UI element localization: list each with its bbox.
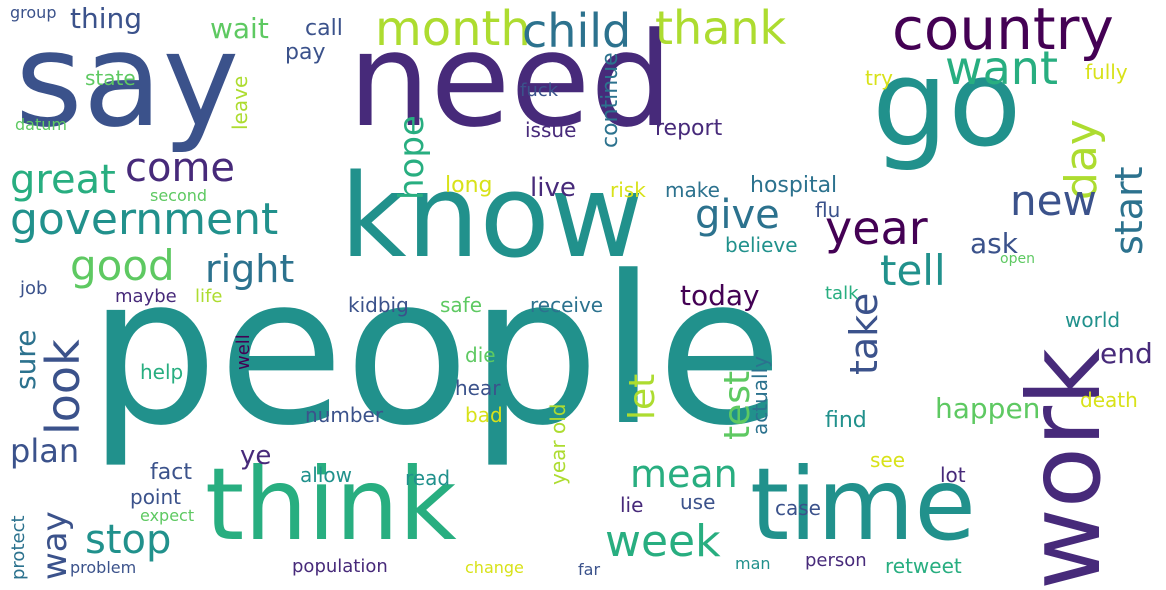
- word-fuck: fuck: [520, 80, 559, 101]
- word-long: long: [445, 173, 493, 198]
- word-kidbig: kidbig: [348, 293, 409, 317]
- word-thank: thank: [655, 1, 787, 55]
- word-case: case: [775, 496, 821, 520]
- word-need: need: [348, 4, 673, 156]
- word-happen: happen: [935, 392, 1041, 425]
- word-allow: allow: [300, 463, 352, 487]
- word-safe: safe: [440, 293, 483, 317]
- word-call: call: [305, 16, 343, 41]
- word-number: number: [305, 403, 384, 427]
- word-ask: ask: [970, 227, 1018, 260]
- word-group: group: [10, 3, 57, 22]
- word-way: way: [35, 511, 75, 580]
- word-die: die: [465, 343, 496, 367]
- word-believe: believe: [725, 233, 798, 257]
- word-lie: lie: [620, 493, 644, 517]
- word-fully: fully: [1085, 60, 1128, 84]
- word-fact: fact: [150, 460, 192, 485]
- word-year: year: [825, 201, 928, 255]
- word-look: look: [36, 339, 90, 435]
- word-start: start: [1107, 166, 1151, 255]
- word-people: people: [88, 233, 783, 471]
- word-year-old: year old: [546, 403, 570, 485]
- word-live: live: [530, 173, 576, 203]
- word-stop: stop: [85, 517, 172, 563]
- word-sure: sure: [9, 329, 42, 390]
- word-month: month: [375, 1, 531, 57]
- word-receive: receive: [530, 293, 604, 317]
- word-mean: mean: [630, 452, 738, 496]
- word-lot: lot: [940, 463, 966, 487]
- word-great: great: [10, 157, 116, 203]
- word-go: go: [872, 35, 1022, 174]
- word-hospital: hospital: [750, 173, 838, 198]
- word-problem: problem: [70, 558, 137, 577]
- word-country: country: [892, 0, 1114, 63]
- word-second: second: [150, 186, 208, 205]
- word-hear: hear: [455, 376, 501, 400]
- word-take: take: [842, 292, 886, 375]
- word-job: job: [20, 278, 48, 299]
- word-state: state: [85, 66, 136, 90]
- word-want: want: [945, 41, 1059, 95]
- word-protect: protect: [8, 515, 29, 580]
- word-today: today: [680, 279, 760, 312]
- word-hope: hope: [392, 115, 432, 200]
- word-read: read: [405, 466, 451, 490]
- word-ye: ye: [240, 441, 272, 471]
- word-use: use: [680, 490, 716, 514]
- word-time: time: [750, 446, 976, 563]
- word-expect: expect: [140, 506, 195, 525]
- word-let: let: [622, 373, 663, 420]
- word-right: right: [205, 247, 295, 291]
- word-person: person: [805, 550, 867, 571]
- word-issue: issue: [525, 118, 577, 142]
- word-try: try: [865, 66, 893, 90]
- word-end: end: [1100, 337, 1153, 370]
- word-man: man: [735, 554, 771, 573]
- word-find: find: [825, 408, 867, 433]
- word-datum: datum: [15, 115, 67, 134]
- word-population: population: [292, 556, 388, 577]
- word-help: help: [140, 360, 184, 384]
- word-plan: plan: [10, 432, 80, 470]
- word-continue: continue: [598, 52, 623, 148]
- word-come: come: [125, 145, 236, 191]
- word-open: open: [1000, 251, 1035, 267]
- word-well: well: [233, 334, 254, 370]
- word-change: change: [465, 558, 524, 577]
- word-tell: tell: [880, 246, 946, 295]
- word-say: say: [15, 4, 240, 156]
- word-life: life: [195, 286, 223, 307]
- word-give: give: [695, 192, 780, 238]
- word-flu: flu: [815, 198, 841, 222]
- word-new: new: [1010, 176, 1097, 225]
- word-know: know: [340, 150, 644, 284]
- word-bad: bad: [465, 403, 503, 427]
- word-leave: leave: [228, 75, 252, 130]
- word-week: week: [605, 516, 721, 567]
- word-talk: talk: [825, 283, 859, 304]
- word-wait: wait: [210, 12, 269, 45]
- word-point: point: [130, 485, 182, 509]
- word-think: think: [205, 446, 457, 563]
- word-actually: actually: [748, 356, 772, 435]
- word-pay: pay: [285, 40, 326, 65]
- word-see: see: [870, 448, 906, 472]
- word-child: child: [522, 4, 632, 58]
- word-thing: thing: [70, 2, 143, 35]
- word-make: make: [665, 178, 720, 202]
- word-good: good: [70, 241, 175, 290]
- word-government: government: [10, 194, 279, 245]
- word-maybe: maybe: [115, 286, 177, 307]
- word-retweet: retweet: [885, 554, 962, 578]
- word-world: world: [1065, 308, 1121, 332]
- word-far: far: [578, 560, 601, 579]
- word-report: report: [655, 116, 723, 141]
- word-work: work: [1006, 348, 1123, 590]
- word-death: death: [1080, 388, 1138, 412]
- word-risk: risk: [610, 178, 646, 202]
